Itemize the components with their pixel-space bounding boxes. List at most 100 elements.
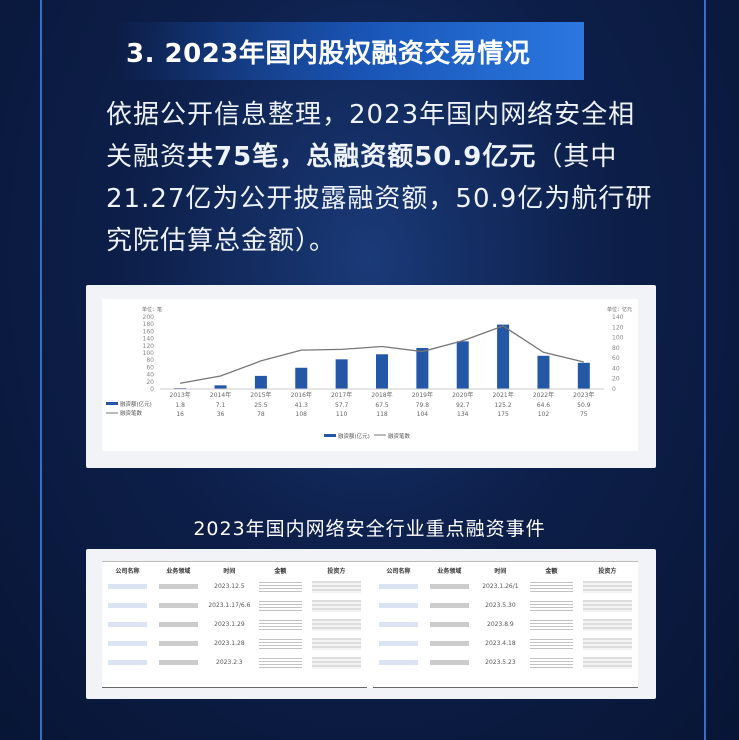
bar-2021年: [497, 324, 510, 389]
date-cell: 2023.4.18: [485, 640, 516, 647]
investors-blurred: [582, 599, 632, 612]
right-border-line: [704, 0, 706, 740]
company-name-blurred: [379, 603, 418, 608]
para-text-1: 依据公开信息整理，2023年国内网络安全相关融资: [106, 100, 636, 172]
chart-card: 单位：笔 单位：亿元 0 20 40 60 80 100 120 140 160 180 200 0 20 4…: [86, 285, 656, 468]
table-half-right: 公司名称 业务领域 时间 金额 投资方 2023.1.26/1 2023.5.30 2023.…: [373, 562, 638, 688]
line-data-label: 118: [376, 411, 388, 418]
column-header: 业务领域: [437, 568, 462, 575]
table-row: 2023.12.5: [102, 577, 367, 596]
table-half-left: 公司名称 业务领域 时间 金额 投资方 2023.12.5 2023.1.17/6.6 202…: [102, 562, 367, 688]
company-name-blurred: [108, 641, 147, 646]
left-tick-label: 180: [143, 321, 155, 328]
x-tick-label: 2018年: [371, 391, 392, 399]
summary-paragraph: 依据公开信息整理，2023年国内网络安全相关融资共75笔，总融资额50.9亿元（…: [106, 94, 661, 262]
legend-bar: 融资额(亿元): [338, 432, 370, 440]
bar-2022年: [537, 355, 550, 389]
legend-line: 融资笔数: [388, 432, 411, 440]
column-header: 时间: [494, 568, 507, 575]
right-tick-label: 0: [612, 386, 616, 393]
date-cell: 2023.1.17/6.6: [208, 602, 251, 609]
business-field-blurred: [429, 603, 469, 608]
line-data-label: 36: [217, 411, 225, 418]
line-data-label: 16: [176, 411, 184, 418]
right-tick-label: 100: [612, 335, 624, 342]
table-legend-line: 融资笔数: [120, 409, 143, 417]
bar-2016年: [295, 367, 308, 389]
left-tick-label: 20: [146, 379, 154, 386]
table-title: 2023年国内网络安全行业重点融资事件: [193, 518, 546, 540]
column-header: 金额: [545, 568, 558, 575]
business-field-blurred: [158, 603, 198, 608]
business-field-blurred: [158, 641, 198, 646]
date-cell: 2023.1.29: [214, 621, 245, 628]
table-row: 2023.1.26/1: [373, 577, 638, 596]
investors-blurred: [582, 656, 632, 669]
date-cell: 2023.8.9: [487, 621, 514, 628]
amount-blurred: [258, 619, 302, 630]
amount-blurred: [529, 657, 573, 668]
column-header: 公司名称: [386, 568, 411, 575]
table-row: 2023.5.30: [373, 596, 638, 615]
company-name-blurred: [108, 660, 147, 665]
table-row: 2023.1.28: [102, 634, 367, 653]
right-tick-label: 80: [612, 345, 620, 352]
investors-blurred: [311, 656, 361, 669]
bar-data-label: 1.8: [175, 402, 185, 409]
date-cell: 2023.2.3: [216, 659, 243, 666]
column-header: 时间: [223, 568, 236, 575]
company-name-blurred: [108, 622, 147, 627]
amount-blurred: [258, 600, 302, 611]
investors-blurred: [311, 637, 361, 650]
para-text-2: （其中21.27亿为公开披露融资额，50.9亿为航行研究院估算总金额）。: [106, 142, 653, 256]
investors-blurred: [311, 580, 361, 593]
business-field-blurred: [158, 660, 198, 665]
bar-data-label: 79.8: [416, 402, 430, 409]
line-data-label: 134: [457, 411, 469, 418]
bar-2023年: [577, 362, 590, 389]
left-tick-label: 120: [143, 343, 155, 350]
section-title-banner: 3. 2023年国内股权融资交易情况: [116, 22, 584, 80]
bar-data-label: 92.7: [456, 402, 470, 409]
bar-data-label: 57.7: [335, 402, 349, 409]
right-tick-label: 20: [612, 376, 620, 383]
bar-data-label: 67.5: [375, 402, 389, 409]
column-header: 公司名称: [115, 568, 140, 575]
x-tick-label: 2019年: [412, 391, 433, 399]
para-bold: 共75笔，总融资额50.9亿元: [187, 142, 537, 172]
left-border-line: [40, 0, 42, 740]
right-tick-label: 60: [612, 355, 620, 362]
line-data-label: 104: [417, 411, 429, 418]
table-row: 2023.4.18: [373, 634, 638, 653]
amount-blurred: [529, 581, 573, 592]
line-data-label: 78: [257, 411, 265, 418]
bar-data-label: 41.3: [295, 402, 309, 409]
amount-blurred: [258, 581, 302, 592]
left-tick-label: 80: [146, 357, 154, 364]
line-data-label: 110: [336, 411, 348, 418]
table-header-row: 公司名称 业务领域 时间 金额 投资方: [373, 562, 638, 577]
left-tick-label: 60: [146, 364, 154, 371]
right-tick-label: 140: [612, 314, 624, 321]
date-cell: 2023.12.5: [214, 583, 245, 590]
column-header: 投资方: [327, 568, 346, 575]
line-data-label: 108: [296, 411, 308, 418]
business-field-blurred: [429, 660, 469, 665]
x-tick-label: 2020年: [452, 391, 473, 399]
column-header: 业务领域: [166, 568, 191, 575]
bar-2014年: [214, 385, 227, 389]
x-tick-label: 2023年: [573, 391, 594, 399]
company-name-blurred: [379, 641, 418, 646]
investors-blurred: [582, 580, 632, 593]
x-tick-label: 2016年: [291, 391, 312, 399]
table-row: 2023.2.3: [102, 653, 367, 672]
business-field-blurred: [429, 641, 469, 646]
x-tick-label: 2015年: [250, 391, 271, 399]
bar-data-label: 25.5: [254, 402, 268, 409]
date-cell: 2023.1.26/1: [482, 583, 519, 590]
section-title: 3. 2023年国内股权融资交易情况: [126, 38, 531, 69]
legend-bar-swatch: [324, 434, 336, 437]
bar-data-label: 64.6: [537, 402, 551, 409]
company-name-blurred: [379, 660, 418, 665]
x-tick-label: 2014年: [210, 391, 231, 399]
